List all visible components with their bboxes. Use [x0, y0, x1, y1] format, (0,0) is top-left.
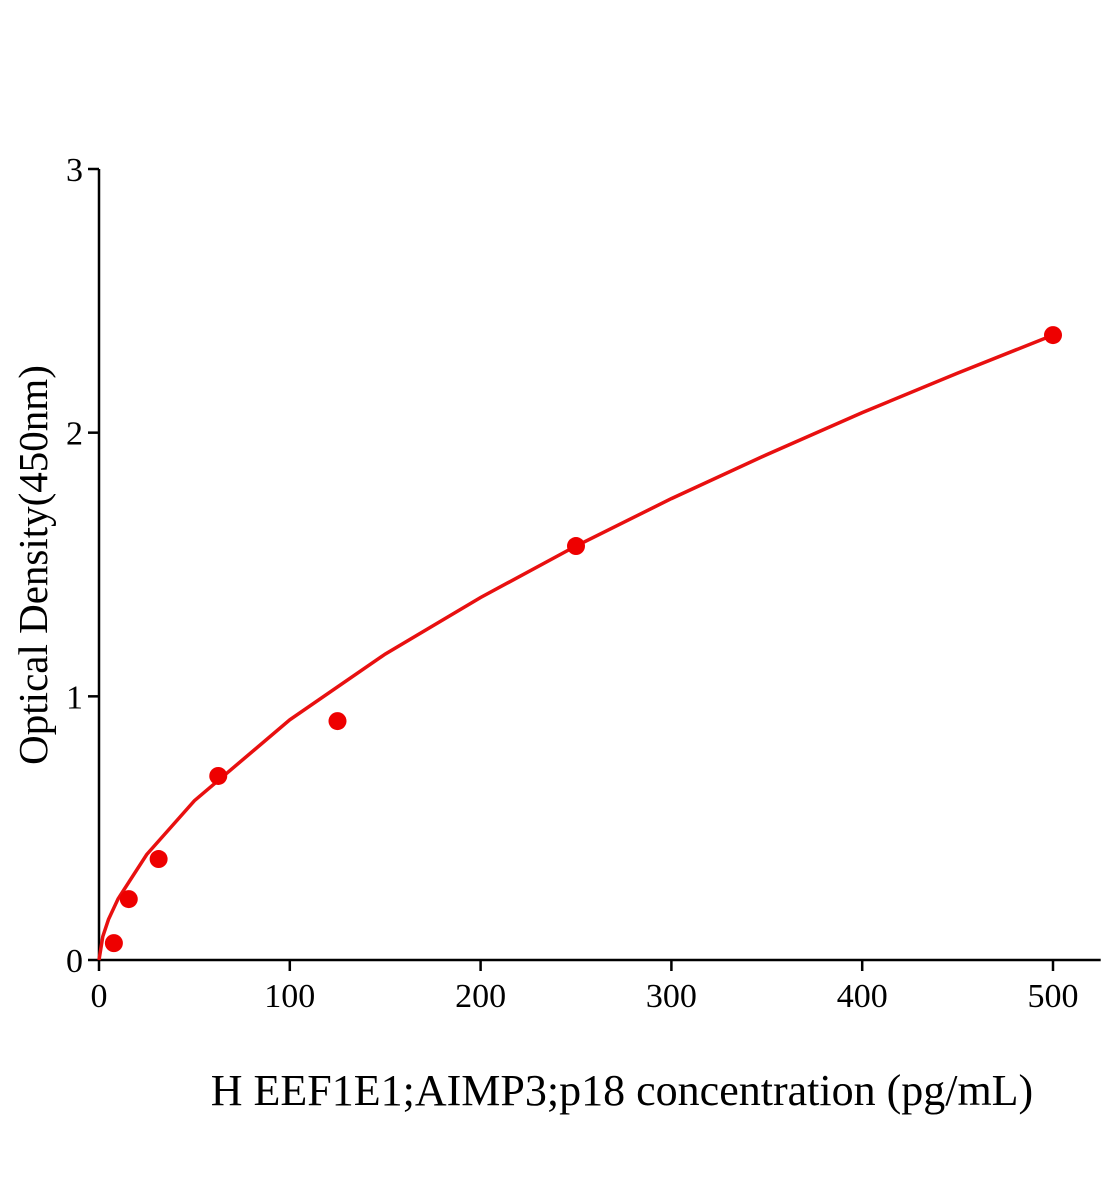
y-axis-title: Optical Density(450nm)	[10, 365, 56, 765]
x-tick-label: 100	[264, 978, 315, 1015]
x-tick-label: 500	[1028, 978, 1079, 1015]
axes	[97, 169, 1101, 962]
y-tick-label: 3	[66, 152, 83, 189]
ticks: 0 100 200 300 400 500 0 1 2 3	[66, 152, 1079, 1015]
data-point	[328, 712, 347, 731]
data-point	[567, 537, 585, 556]
data-points	[104, 326, 1062, 953]
data-point	[209, 766, 228, 785]
x-axis-title: H EEF1E1;AIMP3;p18 concentration (pg/mL)	[211, 1066, 1033, 1115]
data-point	[1044, 326, 1062, 345]
x-tick-label: 200	[455, 978, 506, 1015]
x-tick-label: 300	[646, 978, 697, 1015]
y-tick-label: 0	[66, 943, 83, 980]
y-tick-label: 2	[66, 416, 83, 453]
x-tick-label: 0	[91, 978, 108, 1015]
fit-curve	[97, 333, 1054, 961]
data-point	[119, 890, 138, 909]
data-point	[104, 934, 123, 953]
x-tick-label: 400	[837, 978, 888, 1015]
y-tick-label: 1	[66, 679, 83, 716]
data-point	[149, 850, 168, 869]
